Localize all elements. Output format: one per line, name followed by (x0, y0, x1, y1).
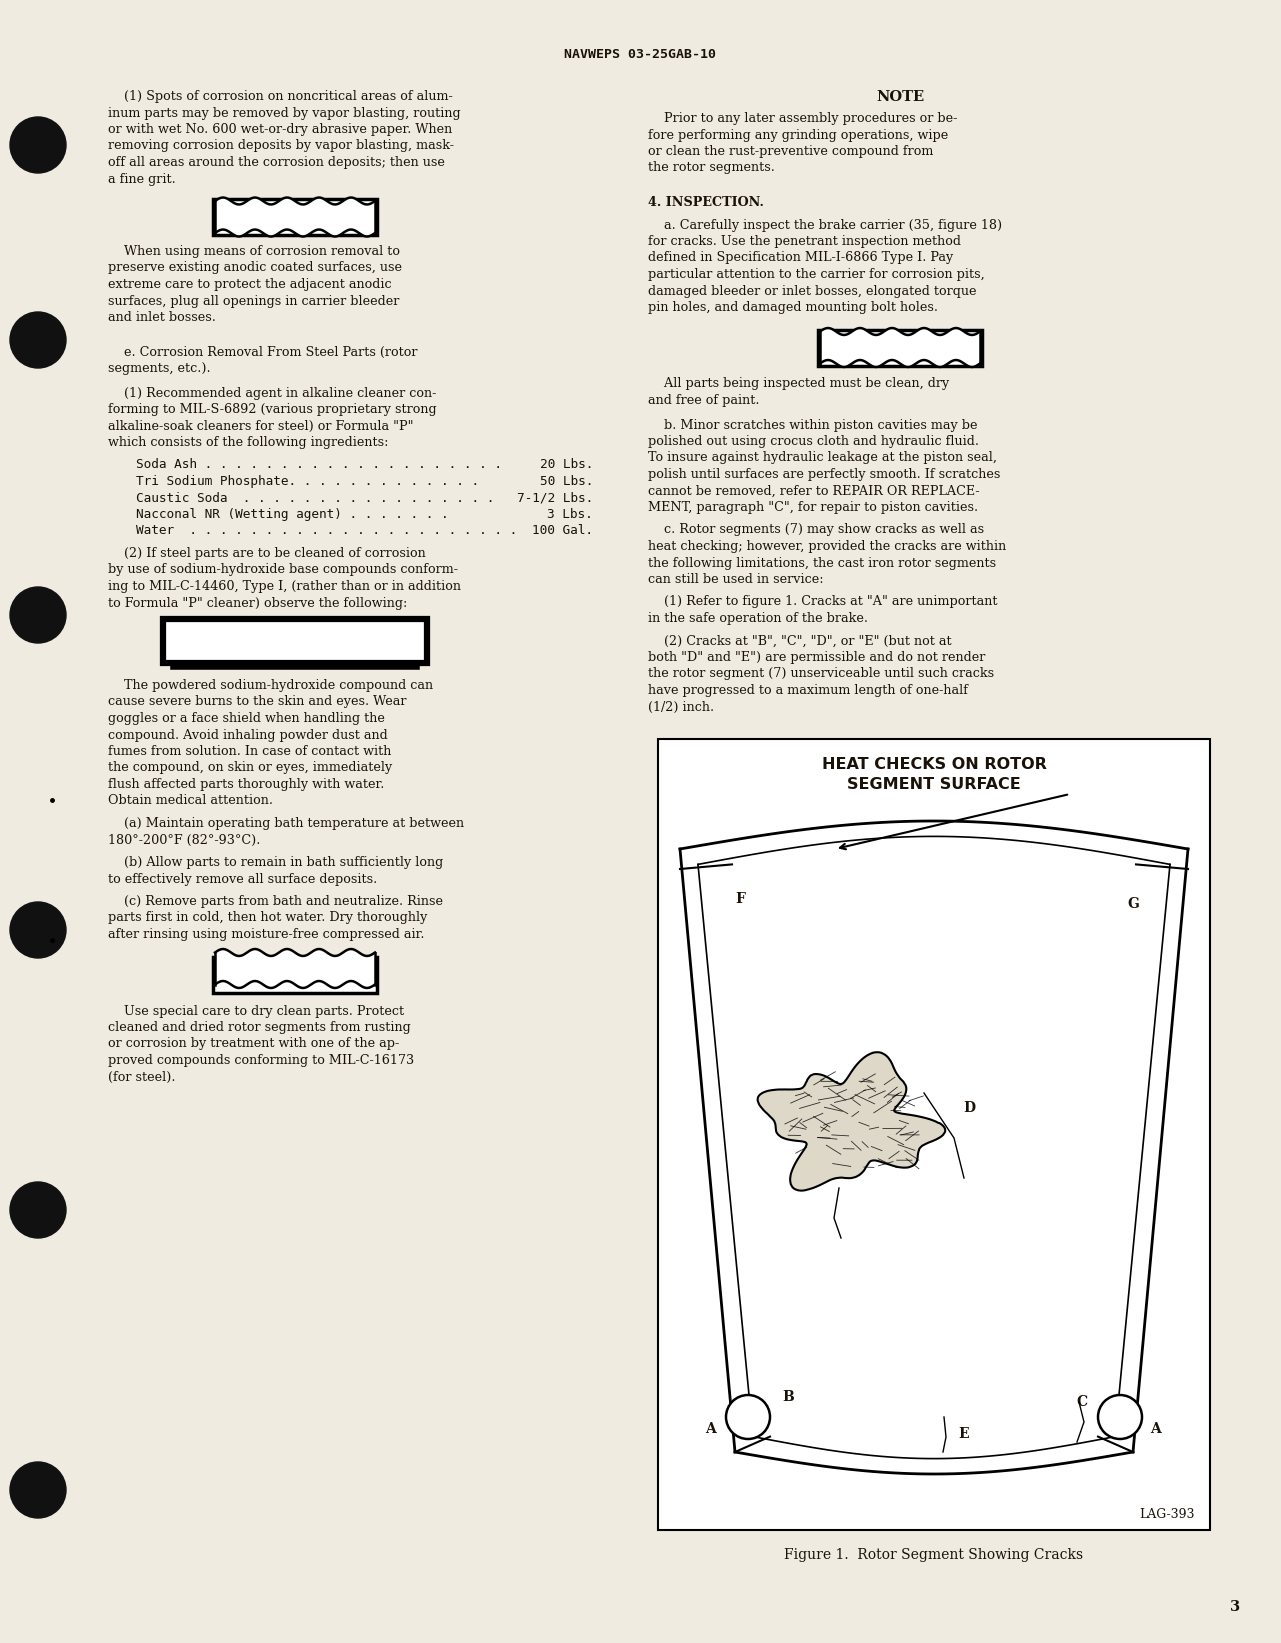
Text: MENT, paragraph "C", for repair to piston cavities.: MENT, paragraph "C", for repair to pisto… (648, 501, 979, 514)
Text: CAUTION: CAUTION (254, 968, 337, 981)
Text: fumes from solution. In case of contact with: fumes from solution. In case of contact … (108, 744, 392, 757)
Text: Use special care to dry clean parts. Protect: Use special care to dry clean parts. Pro… (108, 1004, 404, 1017)
Text: CAUTION: CAUTION (858, 340, 942, 355)
Text: (1) Recommended agent in alkaline cleaner con-: (1) Recommended agent in alkaline cleane… (108, 386, 437, 399)
Text: parts first in cold, then hot water. Dry thoroughly: parts first in cold, then hot water. Dry… (108, 912, 428, 925)
Text: and free of paint.: and free of paint. (648, 394, 760, 407)
Text: c. Rotor segments (7) may show cracks as well as: c. Rotor segments (7) may show cracks as… (648, 524, 984, 537)
Text: for cracks. Use the penetrant inspection method: for cracks. Use the penetrant inspection… (648, 235, 961, 248)
Text: WARNING: WARNING (238, 637, 352, 656)
Text: the rotor segments.: the rotor segments. (648, 161, 775, 174)
FancyBboxPatch shape (819, 330, 983, 365)
Text: polished out using crocus cloth and hydraulic fluid.: polished out using crocus cloth and hydr… (648, 435, 979, 449)
Text: CAUTION: CAUTION (858, 340, 942, 355)
Text: (1/2) inch.: (1/2) inch. (648, 700, 714, 713)
Text: A: A (705, 1421, 715, 1436)
Text: can still be used in service:: can still be used in service: (648, 573, 824, 587)
Text: cleaned and dried rotor segments from rusting: cleaned and dried rotor segments from ru… (108, 1020, 411, 1033)
Text: the compound, on skin or eyes, immediately: the compound, on skin or eyes, immediate… (108, 761, 392, 774)
Circle shape (10, 587, 67, 642)
FancyBboxPatch shape (163, 619, 427, 664)
Text: Caustic Soda  . . . . . . . . . . . . . . . . .: Caustic Soda . . . . . . . . . . . . . .… (136, 491, 494, 504)
Text: (a) Maintain operating bath temperature at between: (a) Maintain operating bath temperature … (108, 817, 464, 830)
Text: E: E (958, 1428, 970, 1441)
Circle shape (10, 902, 67, 958)
Text: which consists of the following ingredients:: which consists of the following ingredie… (108, 435, 388, 449)
Text: off all areas around the corrosion deposits; then use: off all areas around the corrosion depos… (108, 156, 445, 169)
Text: e. Corrosion Removal From Steel Parts (rotor: e. Corrosion Removal From Steel Parts (r… (108, 345, 418, 358)
Text: 20 Lbs.: 20 Lbs. (539, 458, 593, 472)
Text: CAUTION: CAUTION (254, 210, 337, 223)
Circle shape (10, 1462, 67, 1518)
Text: (1) Refer to figure 1. Cracks at "A" are unimportant: (1) Refer to figure 1. Cracks at "A" are… (648, 595, 998, 608)
Text: cause severe burns to the skin and eyes. Wear: cause severe burns to the skin and eyes.… (108, 695, 406, 708)
Circle shape (10, 117, 67, 173)
Text: (for steel).: (for steel). (108, 1071, 175, 1083)
Text: both "D" and "E") are permissible and do not render: both "D" and "E") are permissible and do… (648, 651, 985, 664)
Text: or corrosion by treatment with one of the ap-: or corrosion by treatment with one of th… (108, 1037, 400, 1050)
Text: forming to MIL-S-6892 (various proprietary strong: forming to MIL-S-6892 (various proprieta… (108, 403, 437, 416)
Text: To insure against hydraulic leakage at the piston seal,: To insure against hydraulic leakage at t… (648, 452, 997, 465)
Polygon shape (215, 197, 375, 237)
Text: C: C (1076, 1395, 1088, 1410)
Text: Water  . . . . . . . . . . . . . . . . . . . . . .: Water . . . . . . . . . . . . . . . . . … (136, 524, 518, 537)
Text: (b) Allow parts to remain in bath sufficiently long: (b) Allow parts to remain in bath suffic… (108, 856, 443, 869)
Text: defined in Specification MIL-I-6866 Type I. Pay: defined in Specification MIL-I-6866 Type… (648, 251, 953, 265)
Text: Figure 1.  Rotor Segment Showing Cracks: Figure 1. Rotor Segment Showing Cracks (784, 1548, 1084, 1562)
Text: heat checking; however, provided the cracks are within: heat checking; however, provided the cra… (648, 541, 1007, 554)
Text: Nacconal NR (Wetting agent) . . . . . . .: Nacconal NR (Wetting agent) . . . . . . … (136, 508, 448, 521)
Text: SEGMENT SURFACE: SEGMENT SURFACE (847, 777, 1021, 792)
Text: (2) If steel parts are to be cleaned of corrosion: (2) If steel parts are to be cleaned of … (108, 547, 425, 560)
Text: F: F (735, 892, 746, 905)
Text: segments, etc.).: segments, etc.). (108, 361, 210, 375)
Text: ing to MIL-C-14460, Type I, (rather than or in addition: ing to MIL-C-14460, Type I, (rather than… (108, 580, 461, 593)
Polygon shape (757, 1052, 945, 1191)
Text: When using means of corrosion removal to: When using means of corrosion removal to (108, 245, 400, 258)
Text: LAG-393: LAG-393 (1140, 1508, 1195, 1521)
Text: preserve existing anodic coated surfaces, use: preserve existing anodic coated surfaces… (108, 261, 402, 274)
Text: Prior to any later assembly procedures or be-: Prior to any later assembly procedures o… (648, 112, 957, 125)
Text: removing corrosion deposits by vapor blasting, mask-: removing corrosion deposits by vapor bla… (108, 140, 453, 153)
Text: and inlet bosses.: and inlet bosses. (108, 311, 216, 324)
Text: pin holes, and damaged mounting bolt holes.: pin holes, and damaged mounting bolt hol… (648, 301, 938, 314)
Text: in the safe operation of the brake.: in the safe operation of the brake. (648, 611, 869, 624)
Text: to effectively remove all surface deposits.: to effectively remove all surface deposi… (108, 872, 377, 886)
Text: Soda Ash . . . . . . . . . . . . . . . . . . . .: Soda Ash . . . . . . . . . . . . . . . .… (136, 458, 502, 472)
Text: particular attention to the carrier for corrosion pits,: particular attention to the carrier for … (648, 268, 985, 281)
Text: 4. INSPECTION.: 4. INSPECTION. (648, 196, 763, 209)
Text: a. Carefully inspect the brake carrier (35, figure 18): a. Carefully inspect the brake carrier (… (648, 219, 1002, 232)
Text: fore performing any grinding operations, wipe: fore performing any grinding operations,… (648, 128, 948, 141)
Text: G: G (1127, 897, 1139, 910)
Circle shape (726, 1395, 770, 1439)
Text: by use of sodium-hydroxide base compounds conform-: by use of sodium-hydroxide base compound… (108, 564, 459, 577)
Text: damaged bleeder or inlet bosses, elongated torque: damaged bleeder or inlet bosses, elongat… (648, 284, 976, 297)
Text: after rinsing using moisture-free compressed air.: after rinsing using moisture-free compre… (108, 928, 424, 941)
Text: cannot be removed, refer to REPAIR OR REPLACE-: cannot be removed, refer to REPAIR OR RE… (648, 485, 980, 498)
Text: 180°-200°F (82°-93°C).: 180°-200°F (82°-93°C). (108, 833, 260, 846)
Text: B: B (783, 1390, 794, 1405)
Text: inum parts may be removed by vapor blasting, routing: inum parts may be removed by vapor blast… (108, 107, 461, 120)
Text: extreme care to protect the adjacent anodic: extreme care to protect the adjacent ano… (108, 278, 392, 291)
Text: WARNING: WARNING (241, 633, 350, 651)
Text: flush affected parts thoroughly with water.: flush affected parts thoroughly with wat… (108, 779, 384, 790)
Text: 100 Gal.: 100 Gal. (532, 524, 593, 537)
Text: HEAT CHECKS ON ROTOR: HEAT CHECKS ON ROTOR (821, 757, 1047, 772)
Text: proved compounds conforming to MIL-C-16173: proved compounds conforming to MIL-C-161… (108, 1055, 414, 1066)
Circle shape (10, 312, 67, 368)
FancyBboxPatch shape (658, 739, 1211, 1530)
Text: (2) Cracks at "B", "C", "D", or "E" (but not at: (2) Cracks at "B", "C", "D", or "E" (but… (648, 634, 952, 647)
Text: compound. Avoid inhaling powder dust and: compound. Avoid inhaling powder dust and (108, 728, 388, 741)
Text: the rotor segment (7) unserviceable until such cracks: the rotor segment (7) unserviceable unti… (648, 667, 994, 680)
Text: NAVWEPS 03-25GAB-10: NAVWEPS 03-25GAB-10 (564, 48, 716, 61)
Text: alkaline-soak cleaners for steel) or Formula "P": alkaline-soak cleaners for steel) or For… (108, 419, 414, 432)
Text: A: A (1149, 1421, 1161, 1436)
Text: surfaces, plug all openings in carrier bleeder: surfaces, plug all openings in carrier b… (108, 294, 400, 307)
FancyBboxPatch shape (173, 624, 418, 667)
Text: Tri Sodium Phosphate. . . . . . . . . . . . .: Tri Sodium Phosphate. . . . . . . . . . … (136, 475, 479, 488)
Polygon shape (215, 950, 375, 987)
Text: CAUTION: CAUTION (254, 961, 337, 976)
Text: goggles or a face shield when handling the: goggles or a face shield when handling t… (108, 711, 384, 725)
Text: or clean the rust-preventive compound from: or clean the rust-preventive compound fr… (648, 145, 934, 158)
Text: 3: 3 (1230, 1600, 1240, 1613)
